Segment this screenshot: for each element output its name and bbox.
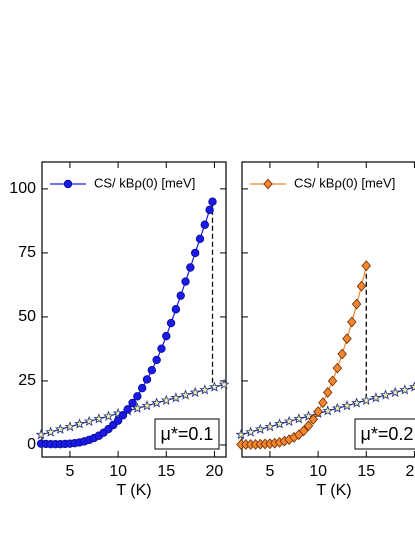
marker-diamond: [313, 406, 323, 418]
x-tick-label: 5: [65, 463, 74, 480]
marker-circle: [171, 305, 181, 314]
y-tick-label: 100: [9, 180, 36, 197]
marker-star: [293, 413, 305, 424]
marker-star: [141, 400, 153, 411]
annotation: μ*=0.1: [161, 424, 214, 444]
marker-circle: [195, 234, 205, 244]
marker-star: [283, 415, 295, 426]
y-tick-label: 50: [18, 308, 36, 325]
marker-star: [303, 410, 314, 421]
annotation: μ*=0.2: [361, 424, 414, 444]
marker-star: [254, 423, 266, 434]
marker-star: [132, 402, 143, 413]
x-axis-label: T (K): [116, 482, 151, 499]
plot-frame: [41, 161, 227, 458]
marker-diamond: [323, 387, 333, 398]
marker-star: [218, 378, 230, 390]
marker-star: [341, 400, 353, 411]
marker-star: [83, 415, 95, 426]
x-axis-label: T (K): [316, 482, 351, 499]
marker-star: [389, 386, 401, 398]
marker-circle: [113, 416, 123, 425]
marker-circle: [118, 411, 128, 420]
marker-star: [93, 413, 105, 424]
marker-star: [74, 418, 85, 429]
marker-circle: [63, 179, 73, 189]
marker-diamond: [263, 178, 273, 190]
marker-star: [245, 426, 257, 437]
x-tick-label: 5: [265, 463, 274, 480]
annotation-box: [354, 418, 415, 450]
marker-circle: [166, 318, 176, 328]
marker-circle: [176, 291, 185, 300]
marker-star: [199, 384, 211, 395]
marker-star: [151, 397, 163, 408]
plot-frame: [241, 161, 415, 458]
marker-circle: [162, 331, 171, 341]
marker-star: [399, 384, 411, 395]
marker-diamond: [332, 362, 343, 374]
marker-circle: [186, 263, 195, 272]
x-tick-label: 15: [357, 463, 375, 480]
x-tick-label: 15: [157, 463, 175, 480]
marker-star: [322, 405, 334, 416]
annotation-box: [154, 418, 220, 450]
x-tick-label: 10: [109, 463, 127, 480]
marker-circle: [152, 355, 161, 365]
y-tick-label: 0: [27, 436, 36, 453]
marker-star: [64, 421, 76, 432]
marker-diamond: [327, 375, 338, 387]
marker-circle: [208, 197, 217, 206]
x-tick-label: 20: [206, 463, 224, 480]
marker-diamond: [303, 420, 314, 432]
marker-star: [209, 381, 220, 392]
marker-star: [45, 426, 57, 437]
marker-circle: [157, 344, 166, 353]
marker-star: [274, 418, 285, 429]
marker-star: [103, 410, 114, 421]
marker-diamond: [337, 348, 347, 360]
marker-circle: [200, 220, 210, 229]
marker-circle: [123, 405, 132, 414]
marker-diamond: [356, 280, 367, 292]
marker-diamond: [318, 397, 328, 409]
marker-diamond: [342, 333, 352, 345]
y-tick-label: 75: [18, 244, 36, 261]
marker-star: [35, 429, 47, 440]
marker-star: [170, 392, 182, 403]
marker-star: [380, 389, 391, 400]
marker-diamond: [351, 298, 362, 310]
marker-star: [360, 394, 372, 405]
marker-circle: [128, 398, 137, 408]
marker-star: [264, 421, 276, 432]
marker-diamond: [298, 425, 309, 437]
y-tick-label: 25: [18, 372, 36, 389]
marker-star: [189, 386, 201, 398]
marker-circle: [205, 205, 214, 215]
marker-circle: [142, 375, 152, 384]
marker-star: [54, 423, 66, 434]
marker-circle: [147, 365, 157, 375]
marker-star: [351, 397, 363, 408]
marker-star: [409, 381, 415, 392]
marker-diamond: [347, 316, 357, 328]
marker-circle: [181, 277, 190, 286]
marker-circle: [133, 392, 142, 401]
legend-label: CS/ kBρ(0) [meV]: [294, 175, 395, 190]
marker-diamond: [361, 260, 372, 272]
marker-circle: [137, 383, 147, 393]
marker-diamond: [308, 413, 319, 425]
x-tick-label: 20: [406, 463, 415, 480]
marker-star: [180, 389, 191, 400]
marker-star: [235, 429, 247, 440]
marker-circle: [190, 248, 200, 258]
x-tick-label: 10: [309, 463, 327, 480]
marker-star: [160, 394, 172, 405]
marker-star: [370, 392, 382, 403]
legend-label: CS/ kBρ(0) [meV]: [94, 175, 195, 190]
marker-star: [332, 402, 343, 413]
